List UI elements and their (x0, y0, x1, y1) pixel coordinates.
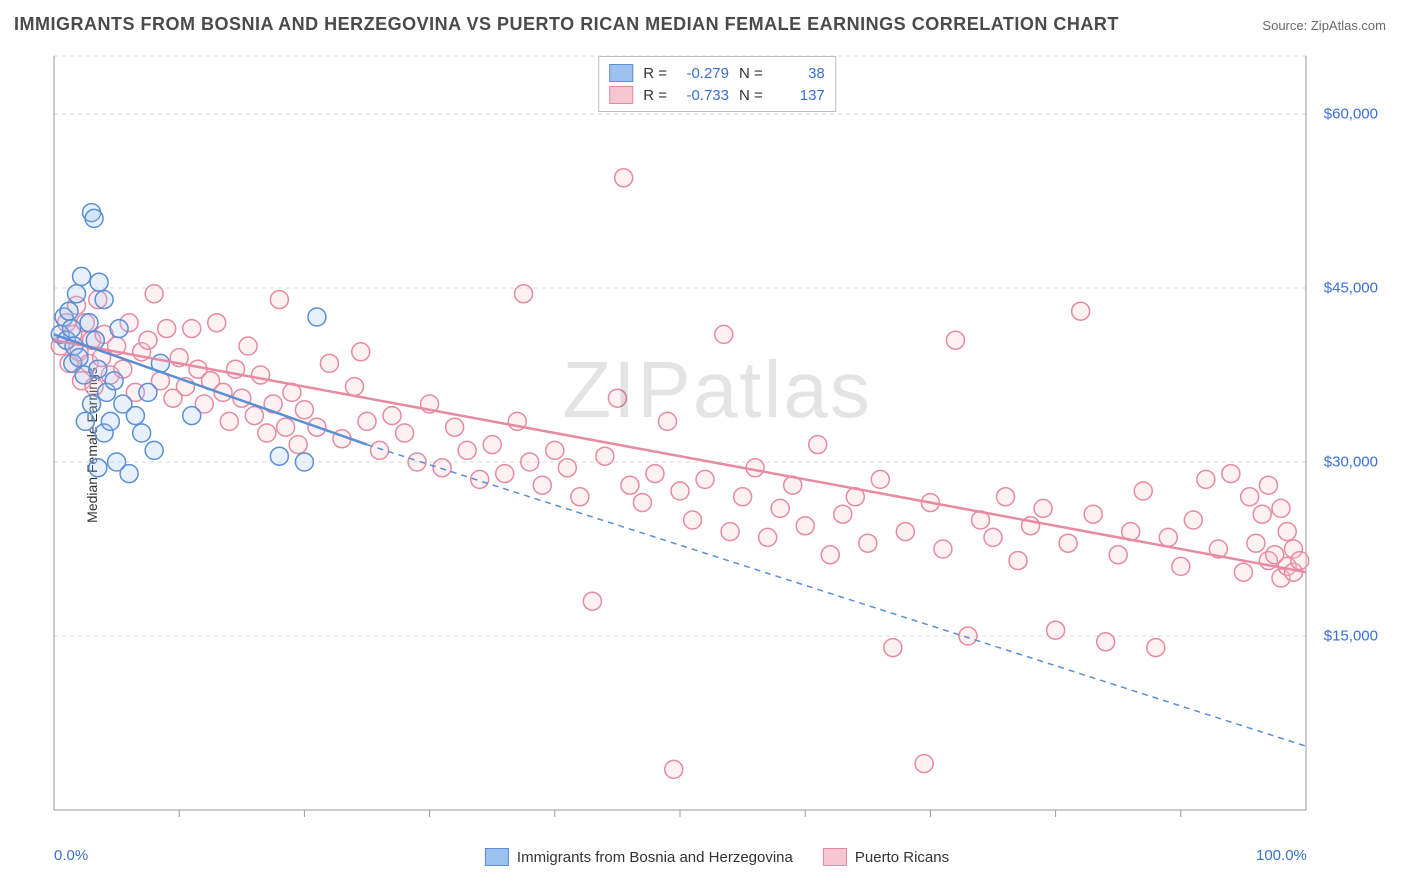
legend-row-puerto-rican: R = -0.733 N = 137 (609, 84, 825, 106)
chart-title: IMMIGRANTS FROM BOSNIA AND HERZEGOVINA V… (14, 14, 1119, 35)
chart-area: Median Female Earnings ZIPatlas R = -0.2… (48, 50, 1386, 840)
x-tick-label: 0.0% (54, 847, 88, 864)
swatch-bosnia (609, 64, 633, 82)
series-legend: Immigrants from Bosnia and Herzegovina P… (485, 848, 949, 866)
y-tick-label: $15,000 (1324, 628, 1378, 645)
legend-item-bosnia: Immigrants from Bosnia and Herzegovina (485, 848, 793, 866)
source-attribution: Source: ZipAtlas.com (1262, 18, 1386, 33)
swatch-bosnia (485, 848, 509, 866)
n-value-bosnia: 38 (773, 65, 825, 82)
scatter-chart-svg (48, 50, 1386, 840)
legend-row-bosnia: R = -0.279 N = 38 (609, 62, 825, 84)
y-tick-label: $60,000 (1324, 106, 1378, 123)
legend-label-bosnia: Immigrants from Bosnia and Herzegovina (517, 849, 793, 866)
r-value-puerto-rican: -0.733 (677, 87, 729, 104)
source-value: ZipAtlas.com (1311, 18, 1386, 33)
x-tick-label: 100.0% (1256, 847, 1307, 864)
r-label: R = (643, 87, 667, 104)
n-value-puerto-rican: 137 (773, 87, 825, 104)
r-label: R = (643, 65, 667, 82)
source-label: Source: (1262, 18, 1307, 33)
y-tick-label: $30,000 (1324, 454, 1378, 471)
r-value-bosnia: -0.279 (677, 65, 729, 82)
swatch-puerto-rican (609, 86, 633, 104)
n-label: N = (739, 65, 763, 82)
n-label: N = (739, 87, 763, 104)
y-tick-label: $45,000 (1324, 280, 1378, 297)
swatch-puerto-rican (823, 848, 847, 866)
legend-item-puerto-rican: Puerto Ricans (823, 848, 949, 866)
correlation-legend: R = -0.279 N = 38 R = -0.733 N = 137 (598, 56, 836, 112)
legend-label-puerto-rican: Puerto Ricans (855, 849, 949, 866)
